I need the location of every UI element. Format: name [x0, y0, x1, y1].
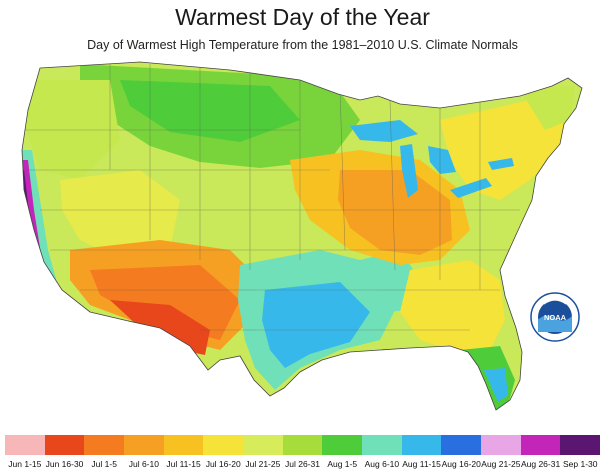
- legend-swatch: [5, 435, 45, 455]
- legend-swatch: [401, 435, 442, 455]
- noaa-logo-icon: NOAA: [530, 292, 580, 342]
- legend-swatch: [124, 435, 164, 455]
- legend-swatch: [84, 435, 125, 455]
- legend-swatch: [481, 435, 521, 455]
- legend-labels: Jun 1-15 Jun 16-30 Jul 1-5 Jul 6-10 Jul 11-1…: [5, 459, 600, 473]
- legend-label: Jun 16-30: [45, 459, 84, 469]
- legend-label: Jul 16-20: [205, 459, 241, 469]
- legend-swatch: [163, 435, 204, 455]
- legend-swatch: [362, 435, 402, 455]
- legend-label: Aug 11-15: [402, 459, 441, 469]
- legend-swatch: [243, 435, 283, 455]
- legend-label: Jun 1-15: [8, 459, 42, 469]
- legend-swatch: [282, 435, 323, 455]
- legend-label: Jul 11-15: [166, 459, 201, 469]
- legend-swatch: [203, 435, 244, 455]
- legend-label: Aug 21-25: [481, 459, 521, 469]
- legend-color-bar: [5, 435, 601, 455]
- legend-label: Sep 1-30: [562, 459, 598, 469]
- legend-label: Aug 1-5: [327, 459, 358, 469]
- legend-label: Jul 6-10: [128, 459, 159, 469]
- legend-label: Aug 6-10: [364, 459, 400, 469]
- map-subtitle: Day of Warmest High Temperature from the…: [87, 38, 518, 52]
- legend-label: Jul 26-31: [285, 459, 321, 469]
- legend-label: Jul 21-25: [245, 459, 281, 469]
- noaa-logo-text: NOAA: [544, 313, 567, 322]
- us-warmest-day-map: [21, 61, 583, 411]
- legend-swatch: [322, 435, 363, 455]
- map-title: Warmest Day of the Year: [175, 4, 430, 30]
- legend-swatch: [441, 435, 482, 455]
- legend-swatch: [44, 435, 85, 455]
- legend-swatch: [520, 435, 561, 455]
- legend-label: Aug 26-31: [520, 459, 561, 469]
- legend-swatch: [560, 435, 601, 455]
- legend-label: Jul 1-5: [91, 459, 117, 469]
- legend-label: Aug 16-20: [441, 459, 481, 469]
